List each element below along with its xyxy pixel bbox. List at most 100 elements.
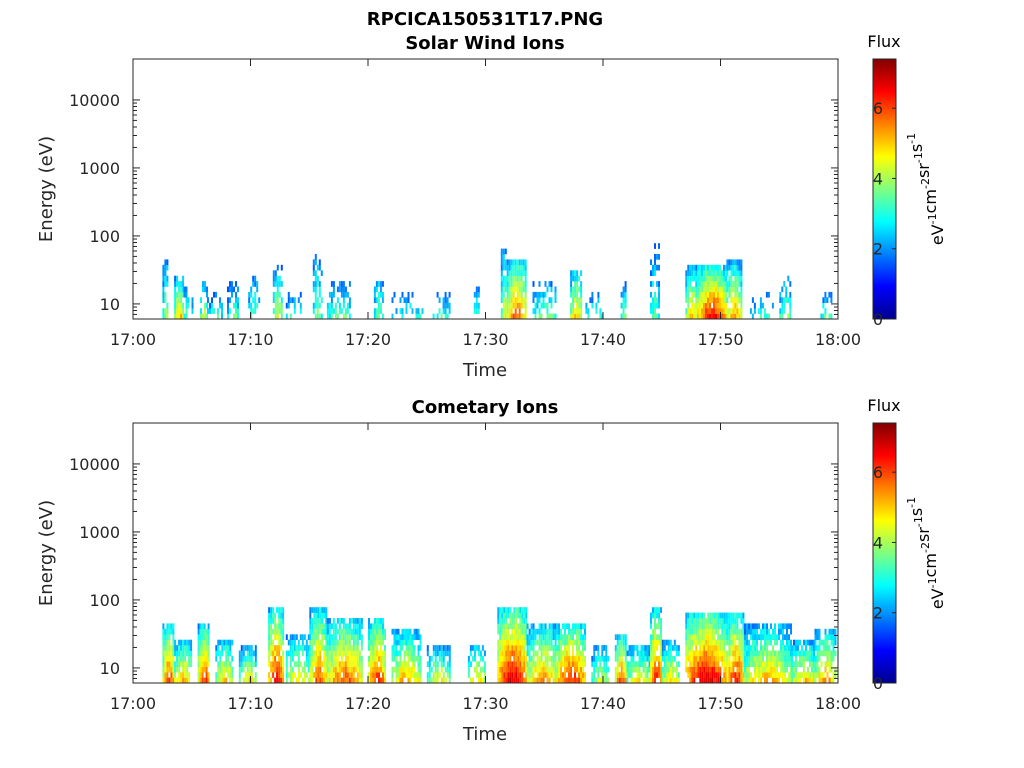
heatmap-cell xyxy=(697,672,700,678)
heatmap-cell xyxy=(636,672,639,678)
heatmap-cell xyxy=(644,677,647,684)
heatmap-cell xyxy=(280,618,283,624)
heatmap-cell xyxy=(280,645,283,651)
heatmap-cell xyxy=(644,672,647,678)
heatmap-cell xyxy=(552,650,555,657)
heatmap-cell xyxy=(572,313,575,320)
heatmap-cell xyxy=(401,628,404,635)
heatmap-cell xyxy=(734,639,737,646)
heatmap-cell xyxy=(346,677,349,684)
heatmap-cell xyxy=(314,291,317,298)
heatmap-cell xyxy=(652,672,654,678)
heatmap-cell xyxy=(436,661,439,667)
heatmap-cell xyxy=(715,291,717,298)
heatmap-cell xyxy=(203,645,206,651)
heatmap-cell xyxy=(550,655,553,662)
heatmap-cell xyxy=(717,291,719,298)
heatmap-cell xyxy=(168,677,171,684)
heatmap-cell xyxy=(384,650,386,657)
heatmap-cell xyxy=(528,639,531,646)
heatmap-cell xyxy=(166,264,169,271)
heatmap-cell xyxy=(432,645,435,651)
heatmap-cell xyxy=(799,672,801,678)
heatmap-cell xyxy=(505,607,508,613)
heatmap-cell xyxy=(246,666,249,673)
heatmap-cell xyxy=(256,286,259,293)
heatmap-cell xyxy=(650,302,652,309)
heatmap-cell xyxy=(204,302,206,309)
heatmap-cell xyxy=(334,313,337,320)
heatmap-cell xyxy=(513,645,516,651)
heatmap-cell xyxy=(554,291,557,298)
heatmap-cell xyxy=(734,618,737,624)
heatmap-cell xyxy=(507,645,510,651)
heatmap-cell xyxy=(734,634,737,640)
heatmap-cell xyxy=(711,291,713,298)
heatmap-cell xyxy=(217,666,220,673)
heatmap-cell xyxy=(334,677,337,684)
heatmap-cell xyxy=(508,281,511,287)
heatmap-cell xyxy=(556,623,558,630)
heatmap-cell xyxy=(788,672,790,678)
heatmap-cell xyxy=(759,308,762,314)
heatmap-cell xyxy=(834,650,837,657)
heatmap-cell xyxy=(282,672,285,678)
heatmap-cell xyxy=(558,655,560,662)
heatmap-cell xyxy=(344,672,347,678)
heatmap-cell xyxy=(699,677,702,684)
heatmap-cell xyxy=(772,645,774,651)
heatmap-cell xyxy=(166,650,169,657)
heatmap-cell xyxy=(432,677,435,684)
heatmap-cell xyxy=(205,666,208,673)
heatmap-cell xyxy=(307,677,310,684)
heatmap-cell xyxy=(658,243,660,249)
heatmap-cell xyxy=(399,672,402,678)
heatmap-cell xyxy=(503,618,506,624)
heatmap-cell xyxy=(711,672,714,678)
heatmap-cell xyxy=(519,655,522,662)
heatmap-cell xyxy=(689,628,692,635)
heatmap-cell xyxy=(473,308,476,314)
heatmap-cell xyxy=(240,650,243,657)
heatmap-cell xyxy=(336,639,339,646)
heatmap-cell xyxy=(705,639,708,646)
heatmap-cell xyxy=(709,655,712,662)
heatmap-cell xyxy=(188,650,191,657)
axes: 17:00 17:10 17:20 17:30 17:40 17:50 18:0010100… xyxy=(69,58,861,349)
heatmap-cell xyxy=(636,666,639,673)
heatmap-cell xyxy=(770,655,772,662)
heatmap-cell xyxy=(312,308,315,314)
heatmap-cell xyxy=(321,623,324,630)
heatmap-cell xyxy=(518,302,521,309)
heatmap-cell xyxy=(605,661,608,667)
heatmap-cell xyxy=(814,672,817,678)
heatmap-cell xyxy=(632,645,635,651)
heatmap-cell xyxy=(826,650,829,657)
heatmap-cell xyxy=(834,639,837,646)
heatmap-cell xyxy=(510,302,513,309)
heatmap-cell xyxy=(391,655,394,662)
heatmap-cell xyxy=(725,612,728,619)
heatmap-cell xyxy=(654,612,656,619)
heatmap-cell xyxy=(642,666,645,673)
colorbar-units: eV-1cm-2sr-1s-1 xyxy=(905,497,947,609)
heatmap-cell xyxy=(483,666,486,673)
heatmap-cell xyxy=(325,634,328,640)
heatmap-cell xyxy=(618,639,621,646)
heatmap-cell xyxy=(782,623,784,630)
heatmap-cell xyxy=(562,623,564,630)
heatmap-cell xyxy=(483,677,486,684)
heatmap-cell xyxy=(301,634,304,640)
heatmap-cell xyxy=(188,645,191,651)
heatmap-cell xyxy=(766,677,768,684)
heatmap-cell xyxy=(748,677,750,684)
heatmap-cell xyxy=(658,286,660,293)
heatmap-cell xyxy=(197,623,200,630)
heatmap-cell xyxy=(280,607,283,613)
heatmap-cell xyxy=(348,645,351,651)
heatmap-cell xyxy=(309,672,312,678)
heatmap-cell xyxy=(384,661,386,667)
heatmap-cell xyxy=(754,645,756,651)
heatmap-cell xyxy=(730,308,733,314)
